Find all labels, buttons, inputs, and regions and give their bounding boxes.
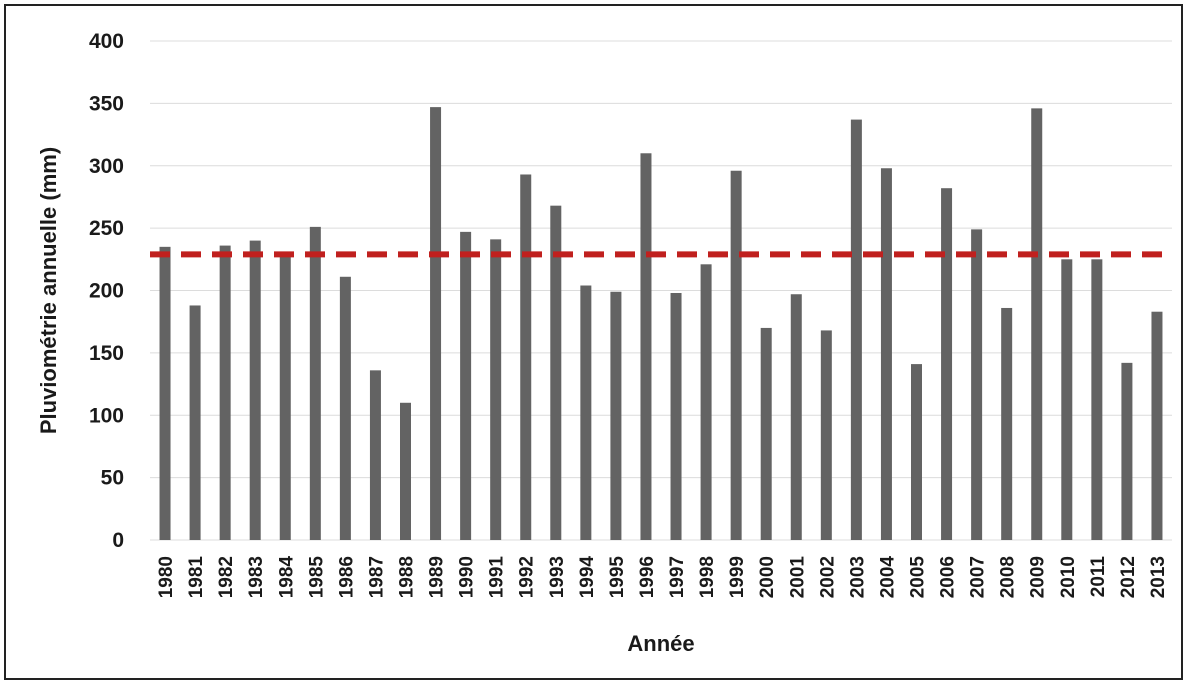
bar-1981 xyxy=(189,305,201,540)
x-axis-title: Année xyxy=(627,631,694,656)
bar-1985 xyxy=(309,226,321,540)
y-tick-label: 0 xyxy=(112,529,124,552)
x-tick-label: 2000 xyxy=(757,556,778,598)
bar-2013 xyxy=(1151,311,1163,540)
x-tick-label: 1995 xyxy=(607,556,628,599)
x-tick-label: 1996 xyxy=(637,556,658,598)
bar-2010 xyxy=(1061,259,1073,540)
x-tick-label: 1983 xyxy=(246,556,267,598)
y-tick-label: 150 xyxy=(89,342,124,365)
bar-1997 xyxy=(670,292,682,540)
y-axis-ticks: 0 50 100 150 200 250 300 350 400 xyxy=(89,30,124,552)
x-tick-label: 2010 xyxy=(1058,556,1079,598)
x-tick-label: 1982 xyxy=(216,556,237,598)
y-tick-label: 250 xyxy=(89,217,124,240)
bar-1988 xyxy=(400,402,411,540)
x-tick-label: 1980 xyxy=(156,556,177,598)
bar-2001 xyxy=(790,294,802,540)
x-tick-label: 1999 xyxy=(727,556,748,598)
y-tick-label: 300 xyxy=(89,155,124,178)
x-tick-label: 1997 xyxy=(667,556,688,598)
x-tick-label: 1991 xyxy=(487,556,508,599)
x-tick-label: 1992 xyxy=(517,556,538,598)
bar-2011 xyxy=(1091,259,1103,540)
x-tick-label: 2007 xyxy=(968,556,989,598)
bar-2009 xyxy=(1031,108,1043,541)
bar-1983 xyxy=(249,240,261,540)
y-tick-label: 350 xyxy=(89,92,124,115)
bar-1996 xyxy=(640,153,652,540)
bar-1999 xyxy=(730,170,742,541)
x-tick-label: 2004 xyxy=(877,556,898,599)
bar-1991 xyxy=(490,239,502,541)
y-axis-title: Pluviométrie annuelle (mm) xyxy=(36,147,61,434)
bar-2008 xyxy=(1001,307,1013,540)
x-axis-ticks: 1980 1981 1982 1983 1984 1985 1986 1987 1988 1989… xyxy=(156,556,1169,599)
x-tick-label: 1985 xyxy=(306,556,327,599)
x-tick-label: 2009 xyxy=(1028,556,1049,598)
bar-2006 xyxy=(941,188,953,540)
x-tick-label: 1986 xyxy=(336,556,357,598)
x-tick-label: 2003 xyxy=(847,556,868,598)
bar-2000 xyxy=(760,327,772,540)
x-tick-label: 2002 xyxy=(817,556,838,598)
bar-1994 xyxy=(580,285,592,540)
x-tick-label: 1988 xyxy=(397,556,418,598)
bar-1993 xyxy=(550,205,562,541)
bar-2012 xyxy=(1121,362,1133,540)
x-tick-label: 2011 xyxy=(1088,556,1109,598)
x-tick-label: 2008 xyxy=(998,556,1019,598)
x-tick-label: 1998 xyxy=(697,556,718,598)
x-tick-label: 2006 xyxy=(938,556,959,598)
bar-1998 xyxy=(700,264,712,540)
gridlines xyxy=(150,40,1172,541)
bar-2004 xyxy=(880,168,892,540)
x-tick-label: 2005 xyxy=(908,556,929,599)
x-tick-label: 1990 xyxy=(457,556,478,598)
x-tick-label: 1994 xyxy=(577,556,598,599)
y-tick-label: 100 xyxy=(89,404,124,427)
y-tick-label: 200 xyxy=(89,280,124,303)
x-tick-label: 1989 xyxy=(427,556,448,598)
bar-1980 xyxy=(159,246,171,540)
bar-2003 xyxy=(850,119,862,540)
bar-1986 xyxy=(339,276,351,540)
x-tick-label: 2012 xyxy=(1118,556,1139,598)
x-tick-label: 1993 xyxy=(547,556,568,598)
y-tick-label: 50 xyxy=(101,467,124,490)
x-tick-label: 1981 xyxy=(186,556,207,599)
bar-1987 xyxy=(369,370,381,540)
y-tick-label: 400 xyxy=(89,30,124,53)
x-tick-label: 1984 xyxy=(276,556,297,599)
bar-1982 xyxy=(219,245,231,540)
bar-1989 xyxy=(430,107,442,541)
x-tick-label: 2013 xyxy=(1148,556,1169,598)
bar-2005 xyxy=(911,364,922,540)
bars xyxy=(159,107,1163,541)
x-tick-label: 1987 xyxy=(366,556,387,598)
bar-1984 xyxy=(279,255,291,540)
bar-1992 xyxy=(520,174,532,541)
x-tick-label: 2001 xyxy=(787,556,808,599)
bar-2007 xyxy=(971,229,983,540)
bar-2002 xyxy=(820,330,832,540)
bar-1990 xyxy=(460,231,472,540)
bar-1995 xyxy=(610,291,622,540)
